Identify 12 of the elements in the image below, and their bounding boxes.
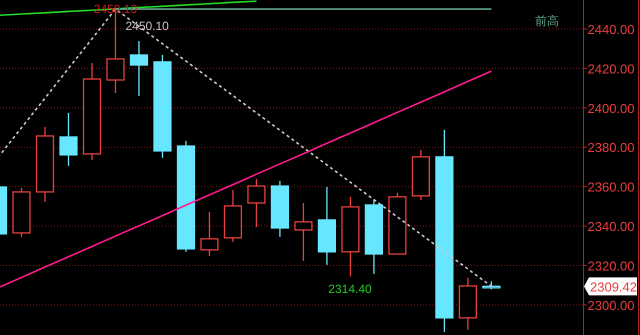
y-tick-label: 2400.00 bbox=[588, 100, 634, 116]
y-tick-label: 2340.00 bbox=[588, 219, 634, 234]
y-tick-label: 2420.00 bbox=[588, 61, 634, 76]
y-tick-label: 2300.00 bbox=[588, 298, 634, 313]
annotation: 2450.10 bbox=[125, 19, 170, 34]
y-tick-label: 2360.00 bbox=[588, 180, 634, 195]
text: 前高 bbox=[535, 14, 559, 28]
text: 2309.42 bbox=[590, 279, 637, 294]
y-tick-label: 2440.00 bbox=[588, 22, 634, 37]
annotation: 2314.40 bbox=[328, 282, 372, 296]
y-tick-label: 2380.00 bbox=[588, 140, 634, 156]
y-tick-label: 2320.00 bbox=[588, 258, 634, 274]
